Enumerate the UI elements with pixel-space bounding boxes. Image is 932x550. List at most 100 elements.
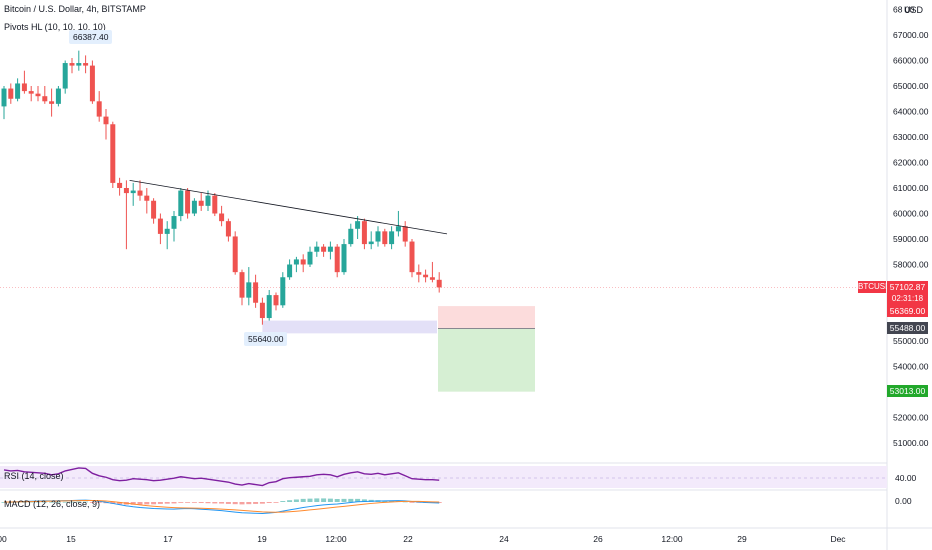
macd-histogram-bar [246,502,252,505]
time-axis-label: 19 [257,534,267,544]
macd-histogram-bar [62,501,68,503]
candle-body [239,272,245,298]
candle-body [137,190,143,196]
candle-body [157,218,163,234]
macd-histogram-bar [253,502,259,504]
candle-body [409,241,415,273]
candle-body [389,231,395,245]
price-axis-label: 51000.00 [893,438,929,448]
rsi-line [3,467,440,487]
candle-body [83,63,89,66]
macd-histogram-bar [273,502,279,503]
macd-axis-value: 0.00 [895,496,912,506]
candle-body [334,246,340,273]
candle-body [69,63,75,66]
price-axis-label: 59000.00 [893,234,929,244]
candle-body [35,93,41,97]
pivot-high-label: 66387.40 [69,30,113,44]
price-axis-label: 64000.00 [893,107,929,117]
macd-histogram-bar [130,502,136,505]
candle-body [300,259,306,265]
candle-body [62,63,68,89]
candle-body [205,195,211,206]
macd-histogram-bar [293,499,299,502]
macd-histogram-bar [321,498,327,502]
candle-body [76,63,82,66]
symbol-title[interactable]: Bitcoin / U.S. Dollar, 4h, BITSTAMP [4,4,146,14]
time-axis-label: 15 [66,534,76,544]
candle-body [21,83,27,92]
candle-body [382,231,388,245]
macd-histogram-bar [327,498,333,502]
price-axis-label: 62000.00 [893,158,929,168]
candle-body [259,302,265,319]
candle-body [423,274,429,278]
pivots-indicator-legend[interactable]: Pivots HL (10, 10, 10, 10) [4,22,106,32]
time-axis-label: 12:00 [661,534,683,544]
symbol-price-tag: BTCUSD [858,281,891,293]
macd-histogram-bar [341,498,347,502]
candle-body [103,116,109,125]
entry-price-tag: 55488.00 [887,322,928,334]
macd-histogram-bar [205,502,211,504]
candle-body [287,264,293,278]
candle-body [273,295,279,306]
macd-signal-line [3,500,440,513]
macd-histogram-bar [239,502,245,505]
price-axis-label: 60000.00 [893,209,929,219]
order-block-zone [262,320,437,334]
macd-histogram-bar [117,502,123,505]
candle-body [327,246,333,252]
macd-histogram-bar [198,502,204,503]
price-axis-label: 65000.00 [893,81,929,91]
candle-body [55,88,61,104]
macd-histogram-bar [191,502,197,503]
take-profit-zone [438,328,535,392]
time-axis-label: 29 [737,534,747,544]
stop-loss-zone [438,306,535,329]
rsi-legend[interactable]: RSI (14, close) [4,471,64,481]
price-axis-label: 58000.00 [893,260,929,270]
rsi-axis-value: 40.00 [895,473,917,483]
macd-histogram-bar [171,502,177,504]
macd-histogram-bar [69,501,75,503]
candle-body [144,195,150,201]
candle-body [171,216,177,229]
macd-histogram-bar [42,501,48,503]
stop-loss-price-tag: 56369.00 [887,305,928,317]
price-axis-label: 66000.00 [893,56,929,66]
time-axis-label: 22 [403,534,413,544]
candle-body [321,246,327,252]
macd-histogram-bar [287,500,293,502]
candle-body [225,221,231,237]
macd-histogram-bar [334,499,340,502]
currency-label[interactable]: USD [904,5,924,15]
candle-body [123,188,129,194]
candle-body [49,101,55,104]
trendline [129,179,448,235]
candle-body [219,213,225,222]
macd-histogram-bar [55,501,61,503]
candle-body [198,200,204,206]
macd-histogram-bar [89,502,95,503]
macd-histogram-bar [361,499,367,502]
candle-body [293,259,299,265]
macd-histogram-bar [178,502,184,503]
price-axis-label: 54000.00 [893,362,929,372]
macd-histogram-bar [164,502,170,504]
price-axis-label: 63000.00 [893,132,929,142]
macd-histogram-bar [219,502,225,504]
macd-histogram-bar [49,501,55,503]
candle-body [117,182,123,188]
macd-histogram-bar [76,501,82,503]
candle-body [212,195,218,214]
macd-histogram-bar [83,501,89,503]
candle-body [395,226,401,232]
macd-histogram-bar [348,498,354,502]
macd-legend[interactable]: MACD (12, 26, close, 9) [4,499,101,509]
candle-body [130,190,136,194]
candle-body [253,282,259,303]
macd-histogram-bar [266,502,272,503]
candle-body [307,251,313,265]
